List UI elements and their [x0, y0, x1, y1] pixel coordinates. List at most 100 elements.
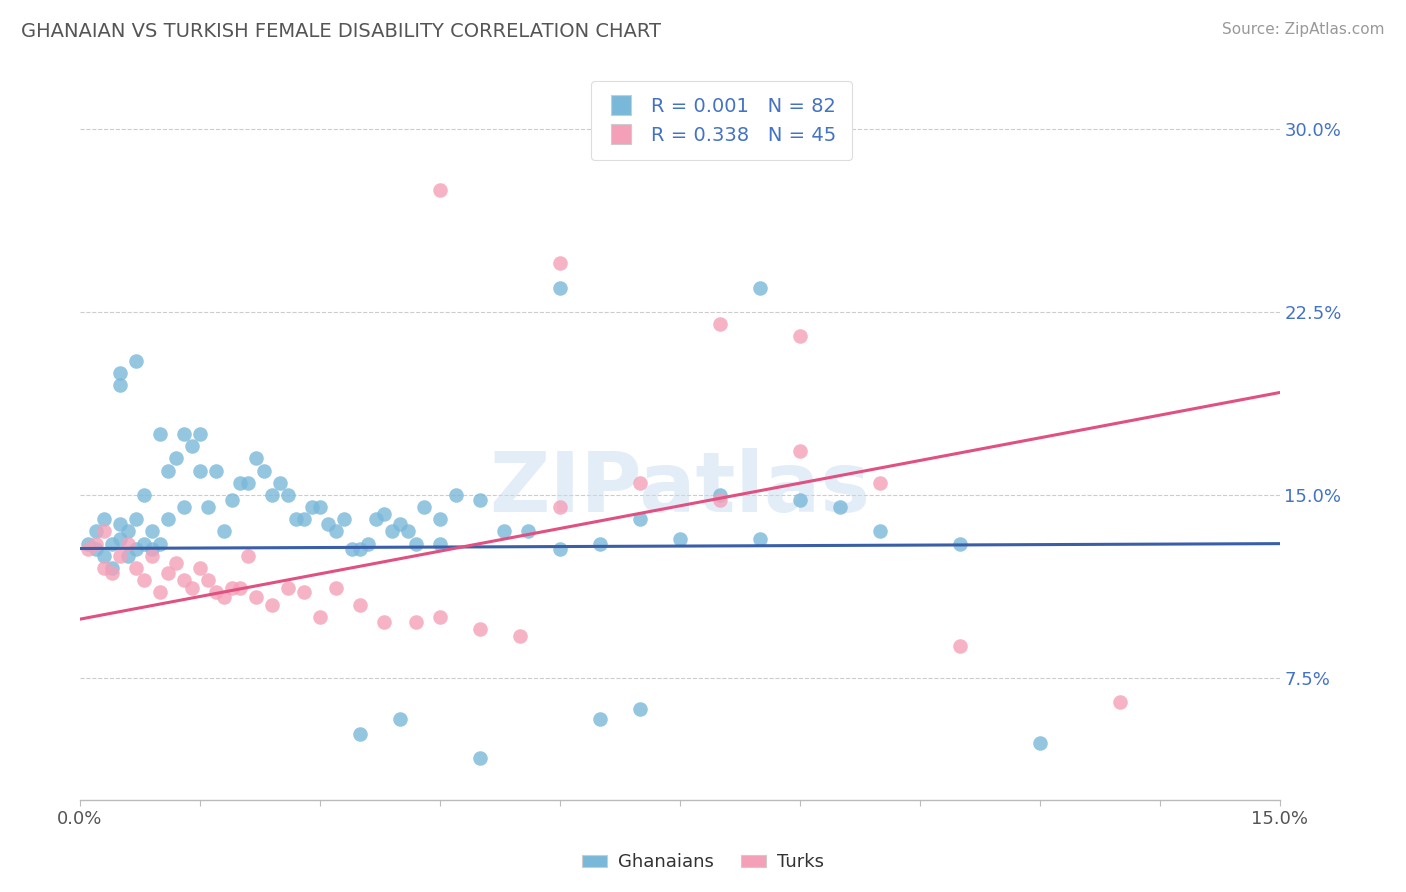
Point — [468, 751, 491, 765]
Point — [333, 512, 356, 526]
Point — [236, 475, 259, 490]
Point — [709, 488, 731, 502]
Legend: Ghanaians, Turks: Ghanaians, Turks — [575, 847, 831, 879]
Point — [253, 463, 276, 477]
Point — [132, 488, 155, 502]
Point — [101, 561, 124, 575]
Point — [229, 581, 252, 595]
Point — [84, 524, 107, 539]
Point — [93, 561, 115, 575]
Point — [548, 256, 571, 270]
Point — [349, 727, 371, 741]
Point — [108, 366, 131, 380]
Point — [748, 281, 770, 295]
Point — [205, 463, 228, 477]
Point — [188, 561, 211, 575]
Point — [76, 536, 98, 550]
Point — [141, 541, 163, 556]
Point — [628, 702, 651, 716]
Point — [229, 475, 252, 490]
Point — [205, 585, 228, 599]
Point — [789, 492, 811, 507]
Point — [260, 488, 283, 502]
Point — [132, 536, 155, 550]
Text: GHANAIAN VS TURKISH FEMALE DISABILITY CORRELATION CHART: GHANAIAN VS TURKISH FEMALE DISABILITY CO… — [21, 22, 661, 41]
Point — [668, 532, 690, 546]
Point — [212, 591, 235, 605]
Point — [412, 500, 434, 514]
Point — [869, 475, 891, 490]
Point — [188, 463, 211, 477]
Point — [396, 524, 419, 539]
Point — [188, 427, 211, 442]
Point — [492, 524, 515, 539]
Point — [260, 598, 283, 612]
Point — [165, 556, 187, 570]
Point — [125, 561, 148, 575]
Point — [245, 451, 267, 466]
Point — [589, 712, 612, 726]
Point — [173, 427, 195, 442]
Point — [117, 524, 139, 539]
Point — [444, 488, 467, 502]
Point — [949, 639, 972, 653]
Point — [548, 281, 571, 295]
Point — [292, 585, 315, 599]
Point — [1028, 736, 1050, 750]
Point — [388, 517, 411, 532]
Point — [156, 463, 179, 477]
Point — [173, 573, 195, 587]
Point — [284, 512, 307, 526]
Point — [628, 475, 651, 490]
Point — [325, 581, 347, 595]
Point — [173, 500, 195, 514]
Point — [292, 512, 315, 526]
Point — [221, 492, 243, 507]
Point — [949, 536, 972, 550]
Point — [349, 598, 371, 612]
Point — [277, 581, 299, 595]
Point — [93, 549, 115, 563]
Point — [108, 549, 131, 563]
Point — [180, 581, 202, 595]
Point — [141, 524, 163, 539]
Point — [108, 517, 131, 532]
Point — [357, 536, 380, 550]
Point — [325, 524, 347, 539]
Point — [93, 512, 115, 526]
Point — [429, 536, 451, 550]
Point — [748, 532, 770, 546]
Text: ZIPatlas: ZIPatlas — [489, 448, 870, 529]
Point — [405, 536, 427, 550]
Point — [516, 524, 538, 539]
Point — [308, 609, 330, 624]
Point — [381, 524, 404, 539]
Point — [789, 444, 811, 458]
Point — [429, 183, 451, 197]
Point — [468, 622, 491, 636]
Point — [93, 524, 115, 539]
Point — [236, 549, 259, 563]
Point — [245, 591, 267, 605]
Point — [301, 500, 323, 514]
Point — [548, 541, 571, 556]
Point — [101, 566, 124, 580]
Point — [628, 512, 651, 526]
Point — [125, 354, 148, 368]
Point — [709, 492, 731, 507]
Point — [221, 581, 243, 595]
Point — [269, 475, 291, 490]
Point — [340, 541, 363, 556]
Point — [828, 500, 851, 514]
Point — [125, 541, 148, 556]
Point — [468, 492, 491, 507]
Point — [373, 508, 395, 522]
Text: Source: ZipAtlas.com: Source: ZipAtlas.com — [1222, 22, 1385, 37]
Point — [149, 536, 172, 550]
Point — [149, 427, 172, 442]
Point — [308, 500, 330, 514]
Point — [349, 541, 371, 556]
Point — [165, 451, 187, 466]
Point — [509, 629, 531, 643]
Point — [212, 524, 235, 539]
